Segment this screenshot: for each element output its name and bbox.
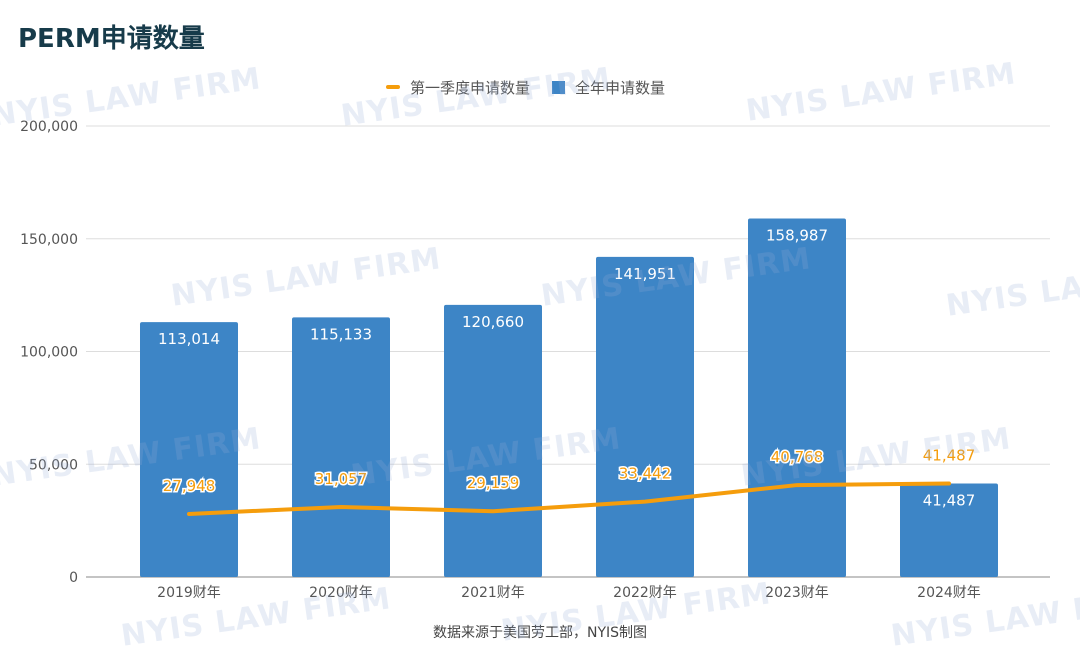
legend-item-line: 第一季度申请数量	[386, 77, 530, 98]
y-tick-label: 0	[69, 570, 78, 586]
line-value-label: 31,057	[315, 470, 368, 488]
legend-line-swatch	[386, 85, 400, 89]
x-tick-label: 2023财年	[765, 585, 829, 601]
source-note: 数据来源于美国劳工部，NYIS制图	[432, 625, 648, 641]
bar-value-label: 158,987	[766, 226, 828, 244]
chart-title: PERM申请数量	[18, 24, 205, 54]
legend-item-bar: 全年申请数量	[530, 77, 665, 98]
legend-bar-swatch	[552, 80, 566, 94]
bar	[292, 317, 390, 577]
line-value-label: 33,442	[619, 465, 672, 483]
bar	[748, 218, 846, 577]
bar-value-label: 41,487	[923, 491, 976, 509]
line-value-label: 40,768	[771, 448, 824, 466]
bar-value-label: 120,660	[462, 313, 524, 331]
chart-legend: 第一季度申请数量 全年申请数量	[386, 77, 665, 97]
bar-value-label: 141,951	[614, 265, 676, 283]
y-tick-label: 200,000	[20, 119, 78, 135]
x-tick-label: 2021财年	[461, 585, 525, 601]
line-value-label: 41,487	[923, 446, 976, 464]
x-tick-label: 2020财年	[309, 585, 373, 601]
line-series	[187, 481, 951, 516]
x-tick-label: 2019财年	[157, 585, 221, 601]
bar	[140, 322, 238, 577]
line-value-label: 27,948	[163, 477, 216, 495]
line-value-label: 29,159	[467, 474, 520, 492]
y-tick-label: 100,000	[20, 345, 78, 361]
legend-bar-label: 全年申请数量	[575, 78, 666, 97]
bar	[596, 256, 694, 577]
bar	[900, 483, 998, 577]
y-tick-label: 150,000	[20, 232, 78, 248]
bar-value-label: 113,014	[158, 330, 220, 348]
bar-value-label: 115,133	[310, 325, 372, 343]
legend-line-label: 第一季度申请数量	[410, 78, 531, 97]
bar	[444, 304, 542, 577]
x-tick-label: 2022财年	[613, 585, 677, 601]
x-tick-label: 2024财年	[917, 585, 981, 601]
y-tick-label: 50,000	[29, 457, 78, 473]
